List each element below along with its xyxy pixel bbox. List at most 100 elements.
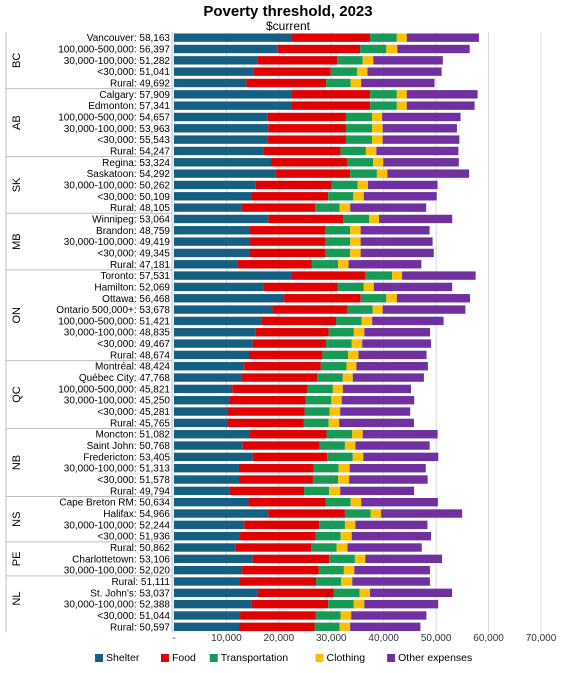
category-label: <30,000: 50,109	[97, 192, 170, 203]
group-label: BC	[11, 53, 23, 68]
bar-segment-transportation	[315, 203, 340, 212]
bar-segment-shelter	[174, 78, 247, 88]
bar-segment-other-expenses	[381, 509, 463, 518]
bar-segment-food	[239, 577, 317, 586]
category-label: <30,000: 49,467	[97, 339, 170, 350]
bar-segment-shelter	[174, 588, 258, 598]
bar-segment-shelter	[174, 362, 245, 371]
bar-segment-clothing	[356, 67, 368, 76]
bar-stacks	[174, 33, 479, 632]
bar-segment-other-expenses	[355, 520, 428, 530]
bar-segment-other-expenses	[383, 158, 459, 167]
group-label: SK	[11, 177, 23, 192]
bar-segment-clothing	[329, 407, 341, 416]
bar-segment-food	[255, 180, 332, 190]
bar-segment-clothing	[331, 396, 342, 405]
category-label: 30,000-100,000: 49,419	[64, 237, 171, 248]
bar-segment-clothing	[350, 78, 362, 88]
bar-segment-transportation	[330, 67, 357, 76]
group-label: PE	[11, 552, 23, 567]
bar-segment-shelter	[174, 169, 276, 178]
bar-segment-food	[268, 214, 344, 224]
bar-segment-other-expenses	[367, 180, 438, 190]
bar-segment-transportation	[324, 237, 351, 246]
bar-segment-other-expenses	[351, 531, 432, 541]
category-label: Québec City: 47,768	[79, 373, 171, 384]
bar-segment-shelter	[174, 396, 230, 405]
bar-segment-clothing	[370, 509, 382, 518]
bar-segment-transportation	[360, 294, 387, 303]
bar-segment-food	[229, 396, 306, 405]
bar-segment-clothing	[344, 441, 356, 450]
bar-segment-other-expenses	[363, 452, 439, 462]
legend-label: Shelter	[106, 652, 140, 664]
bar-segment-other-expenses	[362, 430, 438, 439]
bar-segment-food	[248, 350, 323, 360]
bar-segment-other-expenses	[352, 577, 430, 586]
bar-segment-shelter	[174, 328, 256, 337]
category-label: 30,000-100,000: 52,388	[64, 600, 171, 611]
bar-segment-transportation	[337, 56, 363, 65]
bar-segment-food	[252, 452, 328, 462]
bar-segment-clothing	[396, 90, 407, 99]
bar-segment-shelter	[174, 260, 238, 269]
bar-segment-shelter	[174, 271, 292, 280]
bar-segment-clothing	[350, 248, 361, 258]
category-label: Rural: 51,111	[111, 577, 170, 588]
group-label: AB	[11, 115, 23, 130]
bar-segment-other-expenses	[367, 67, 442, 76]
category-label: Rural: 49,692	[110, 78, 170, 89]
bar-segment-transportation	[345, 124, 373, 133]
x-tick-label: -	[172, 633, 175, 644]
legend-swatch	[160, 654, 169, 662]
bar-segment-transportation	[303, 418, 329, 428]
bar-segment-transportation	[324, 248, 351, 258]
category-label: 30,000-100,000: 48,835	[64, 328, 171, 339]
bar-segment-food	[275, 169, 351, 178]
bar-segment-other-expenses	[397, 44, 470, 54]
bar-segment-shelter	[174, 350, 249, 360]
bar-segment-transportation	[315, 531, 341, 541]
bar-segment-clothing	[344, 520, 356, 530]
category-label: Rural: 50,862	[110, 543, 170, 554]
bar-segment-food	[227, 418, 304, 428]
bar-segment-clothing	[386, 44, 398, 54]
bar-segment-shelter	[174, 418, 228, 428]
bar-segment-other-expenses	[364, 328, 431, 337]
bar-segment-shelter	[174, 180, 256, 190]
bar-segment-clothing	[369, 214, 379, 224]
bar-segment-transportation	[320, 362, 347, 371]
x-tick-label: 70,000	[526, 633, 557, 644]
bar-segment-other-expenses	[382, 305, 466, 314]
bar-segment-shelter	[174, 67, 254, 76]
bar-segment-food	[250, 248, 325, 258]
category-label: Saskatoon: 54,292	[87, 169, 171, 180]
bar-segment-clothing	[338, 260, 349, 269]
bar-segment-food	[263, 146, 341, 156]
bar-segment-food	[239, 475, 313, 484]
x-tick-label: 60,000	[473, 633, 504, 644]
bar-segment-food	[246, 78, 327, 88]
bar-segment-clothing	[340, 611, 352, 620]
bar-segment-other-expenses	[406, 33, 479, 42]
bar-segment-clothing	[328, 418, 340, 428]
bar-segment-food	[232, 384, 308, 394]
bar-segment-shelter	[174, 497, 249, 507]
category-label: 100,000-500,000: 56,397	[58, 44, 170, 55]
legend-label: Transportation	[221, 652, 288, 664]
bar-segment-food	[257, 56, 338, 65]
category-label: Halifax: 54,966	[103, 509, 170, 520]
bar-segment-clothing	[341, 577, 353, 586]
bar-segment-other-expenses	[376, 146, 459, 156]
bar-segment-transportation	[328, 599, 354, 609]
bar-segment-other-expenses	[355, 441, 430, 450]
bar-segment-transportation	[305, 396, 332, 405]
bar-segment-shelter	[174, 543, 236, 552]
bar-segment-shelter	[174, 90, 292, 99]
bar-segment-food	[252, 554, 330, 564]
bar-segment-other-expenses	[340, 407, 411, 416]
bar-segment-other-expenses	[387, 169, 470, 178]
bar-segment-transportation	[347, 158, 374, 167]
bar-segment-transportation	[331, 180, 358, 190]
bar-segment-clothing	[354, 554, 366, 564]
